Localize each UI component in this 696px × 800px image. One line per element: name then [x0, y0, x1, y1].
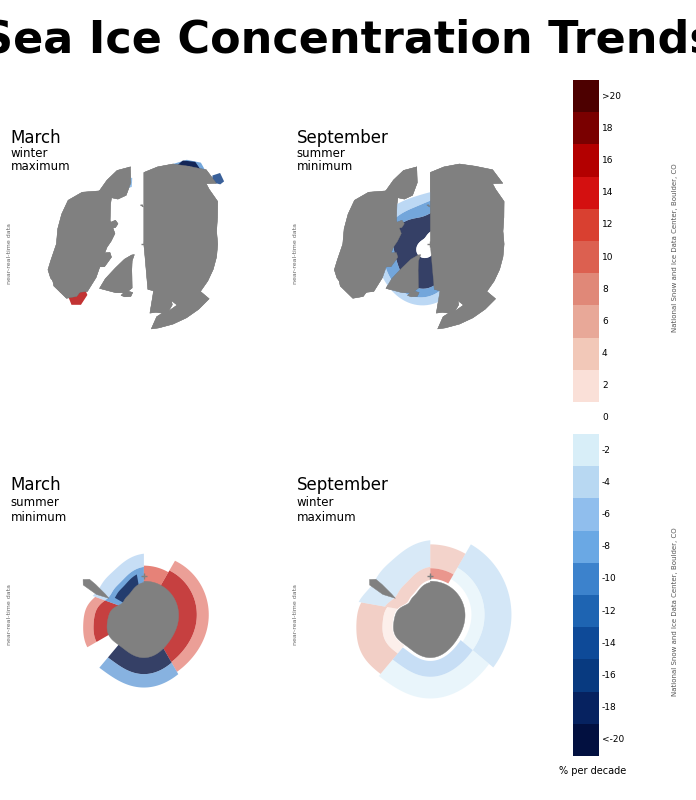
Text: 10: 10: [602, 253, 614, 262]
Circle shape: [0, 80, 308, 408]
Text: maximum: maximum: [10, 160, 70, 174]
Text: -18: -18: [602, 703, 617, 712]
Circle shape: [0, 439, 319, 790]
Text: March: March: [10, 129, 61, 147]
Text: March: March: [10, 476, 61, 494]
Text: 8: 8: [602, 285, 608, 294]
Text: 16: 16: [602, 156, 614, 165]
Text: 4: 4: [602, 349, 608, 358]
Text: winter: winter: [10, 147, 48, 160]
Polygon shape: [160, 570, 197, 662]
Polygon shape: [77, 238, 92, 255]
Polygon shape: [457, 544, 512, 667]
Text: winter: winter: [297, 496, 334, 509]
Text: -10: -10: [602, 574, 617, 583]
Text: -16: -16: [602, 671, 617, 680]
Polygon shape: [416, 230, 444, 258]
Polygon shape: [356, 602, 397, 674]
Text: near-real-time data: near-real-time data: [7, 223, 12, 284]
Polygon shape: [379, 650, 489, 698]
Polygon shape: [173, 160, 207, 187]
Polygon shape: [100, 658, 178, 687]
Text: 18: 18: [602, 124, 614, 133]
Text: maximum: maximum: [297, 510, 356, 524]
Text: 0: 0: [602, 414, 608, 422]
Polygon shape: [393, 206, 475, 289]
Text: -2: -2: [602, 446, 611, 454]
Circle shape: [255, 439, 606, 790]
Polygon shape: [120, 177, 132, 189]
Polygon shape: [430, 544, 466, 574]
Polygon shape: [115, 574, 139, 603]
Text: -12: -12: [602, 606, 617, 616]
Polygon shape: [374, 190, 491, 306]
Circle shape: [267, 80, 594, 408]
Text: September: September: [297, 129, 389, 147]
Polygon shape: [393, 640, 473, 677]
Polygon shape: [93, 601, 121, 642]
Polygon shape: [148, 258, 177, 281]
Text: 6: 6: [602, 317, 608, 326]
Text: -8: -8: [602, 542, 611, 551]
Polygon shape: [60, 285, 68, 293]
Polygon shape: [383, 196, 484, 298]
Polygon shape: [169, 561, 209, 672]
Text: % per decade: % per decade: [560, 766, 626, 776]
Text: 12: 12: [602, 220, 613, 230]
Text: 2: 2: [602, 382, 608, 390]
Polygon shape: [68, 286, 88, 305]
Text: summer: summer: [297, 147, 346, 160]
Polygon shape: [93, 554, 144, 601]
Text: near-real-time data: near-real-time data: [293, 584, 299, 645]
Polygon shape: [212, 173, 224, 184]
Text: minimum: minimum: [10, 510, 67, 524]
Polygon shape: [361, 238, 372, 250]
Polygon shape: [105, 567, 144, 606]
Text: National Snow and Ice Data Center, Boulder, CO: National Snow and Ice Data Center, Bould…: [672, 528, 678, 696]
Polygon shape: [451, 568, 484, 650]
Text: 14: 14: [602, 188, 613, 197]
Text: National Snow and Ice Data Center, Boulder, CO: National Snow and Ice Data Center, Bould…: [672, 164, 678, 332]
Text: September: September: [297, 476, 389, 494]
Text: >20: >20: [602, 91, 621, 101]
Polygon shape: [430, 568, 454, 583]
Polygon shape: [144, 566, 168, 587]
Text: minimum: minimum: [297, 160, 353, 174]
Text: <-20: <-20: [602, 735, 624, 745]
Text: -6: -6: [602, 510, 611, 519]
Polygon shape: [175, 161, 203, 183]
Text: -14: -14: [602, 639, 617, 648]
Polygon shape: [83, 597, 105, 647]
Text: -4: -4: [602, 478, 611, 487]
Polygon shape: [385, 567, 430, 609]
Polygon shape: [382, 607, 404, 654]
Text: near-real-time data: near-real-time data: [7, 584, 12, 645]
Polygon shape: [358, 540, 430, 606]
Polygon shape: [151, 256, 174, 275]
Polygon shape: [149, 258, 174, 278]
Text: near-real-time data: near-real-time data: [293, 223, 299, 284]
Text: Sea Ice Concentration Trends: Sea Ice Concentration Trends: [0, 19, 696, 62]
Polygon shape: [108, 642, 172, 674]
Text: summer: summer: [10, 496, 59, 509]
